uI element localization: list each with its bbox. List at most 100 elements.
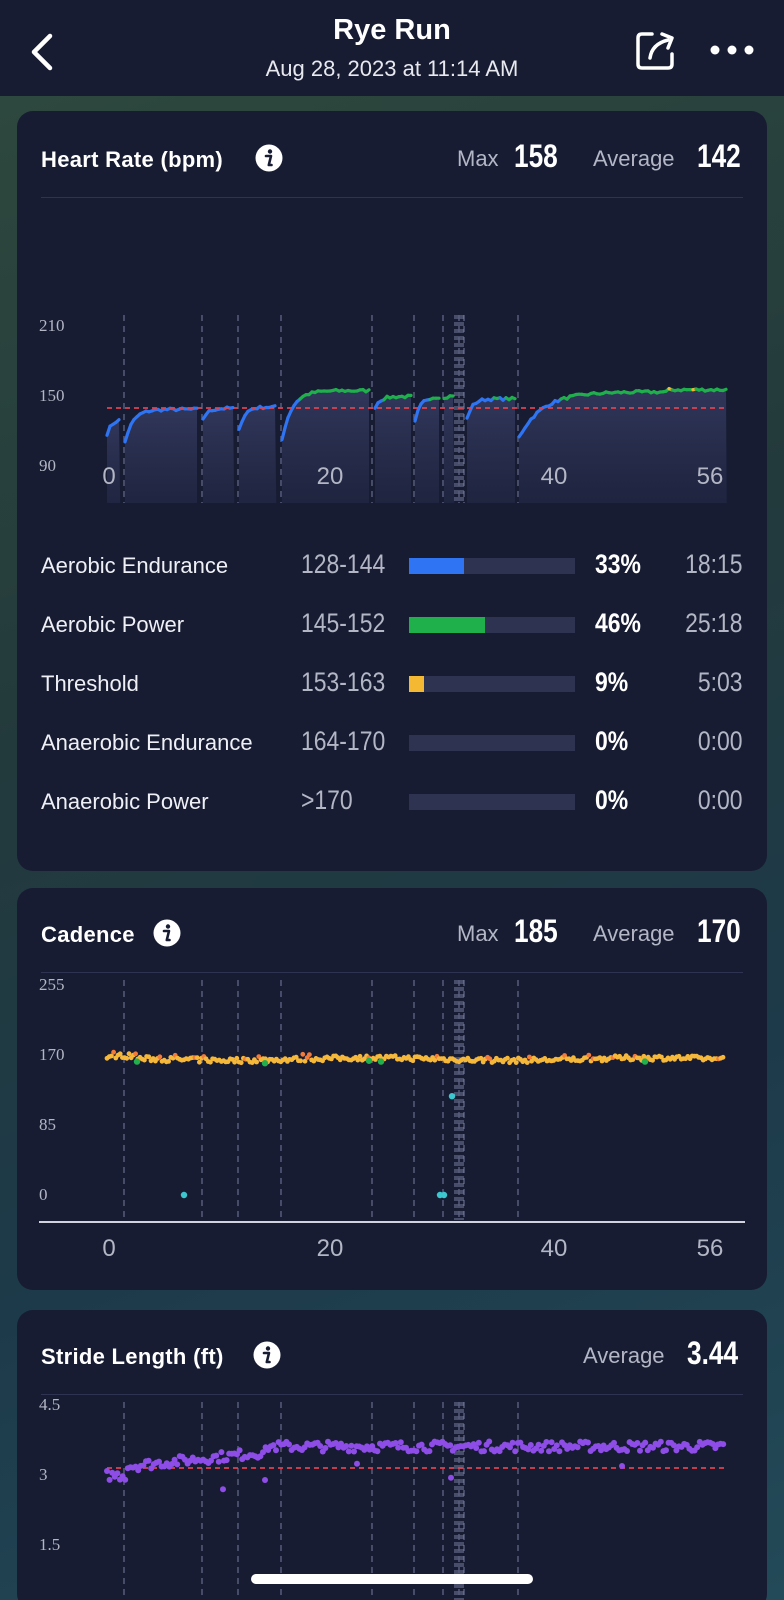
zone-bar-track (409, 794, 575, 810)
cadence-low-point (261, 1060, 269, 1067)
stride-point (392, 1440, 399, 1446)
cadence-outlier-point (448, 1092, 456, 1100)
hr-y-tick-90: 90 (39, 456, 56, 475)
cadence-point (254, 1059, 259, 1065)
cadence-point (117, 1051, 123, 1057)
hr-x-tick-56: 56 (697, 463, 724, 490)
stride-outlier-point (354, 1460, 360, 1467)
zone-time: 18:15 (685, 549, 743, 579)
cadence-point (392, 1053, 398, 1059)
stride-point (670, 1442, 677, 1449)
cadence-point (166, 1059, 172, 1064)
hr-area-segment (282, 389, 369, 503)
heart-rate-info-button[interactable] (255, 144, 283, 172)
zone-time: 5:03 (698, 667, 743, 697)
cadence-divider (41, 972, 743, 973)
stride-point (535, 1441, 542, 1448)
hr-line-segment (721, 387, 728, 393)
stride-divider (41, 1394, 743, 1395)
stride-point (273, 1447, 279, 1454)
stride-point (418, 1441, 425, 1448)
stride-point (585, 1439, 591, 1446)
cadence-x-tick-56: 56 (697, 1235, 724, 1262)
hr-line-segment (413, 408, 420, 423)
zone-name: Aerobic Power (41, 612, 185, 637)
stride-point (174, 1461, 181, 1468)
back-button[interactable] (22, 22, 66, 78)
stride-point (543, 1439, 550, 1445)
cadence-title: Cadence (41, 922, 135, 947)
stride-point (322, 1445, 329, 1451)
hr-area-segment (107, 419, 121, 503)
cadence-outlier-point (440, 1191, 448, 1199)
more-options-button[interactable] (706, 30, 758, 70)
cadence-x-tick-0: 0 (102, 1235, 115, 1262)
stride-point (397, 1439, 404, 1446)
cadence-chart: 255 170 85 0 0 20 40 56 (39, 975, 745, 1262)
stride-point (538, 1447, 545, 1454)
stride-point (374, 1448, 381, 1455)
stride-outlier-point (262, 1477, 268, 1483)
stride-point (517, 1439, 524, 1446)
cadence-point (234, 1055, 240, 1061)
nav-header: Rye Run Aug 28, 2023 at 11:14 AM (0, 0, 784, 96)
cadence-point (232, 1059, 238, 1065)
cadence-point (586, 1052, 592, 1058)
stride-point (694, 1444, 701, 1451)
cadence-point (133, 1051, 138, 1057)
zone-range: 153-163 (301, 667, 386, 697)
stride-point (546, 1448, 552, 1455)
cadence-point (524, 1060, 530, 1065)
page-title: Rye Run (333, 14, 451, 46)
cadence-point (410, 1058, 416, 1064)
share-button[interactable] (632, 26, 680, 74)
stride-point (286, 1441, 292, 1448)
cadence-point (146, 1054, 152, 1060)
chevron-left-icon (31, 33, 53, 71)
heart-rate-card: Heart Rate (bpm) Max 158 Average 142 210… (17, 111, 767, 871)
stride-point (114, 1470, 121, 1477)
cadence-low-point (641, 1058, 649, 1065)
zone-time: 0:00 (698, 726, 743, 756)
stride-info-button[interactable] (253, 1341, 281, 1369)
hr-max-value: 158 (514, 138, 558, 174)
cadence-point (527, 1054, 532, 1060)
hr-area-segment (467, 397, 515, 503)
stride-average-value: 3.44 (687, 1335, 739, 1371)
zone-bar-track (409, 735, 575, 751)
cadence-y-tick-0: 0 (39, 1185, 48, 1204)
stride-point (720, 1441, 727, 1448)
hr-max-label: Max (457, 146, 499, 171)
stride-point (218, 1449, 225, 1456)
hr-average-label: Average (593, 146, 675, 171)
info-icon (153, 919, 181, 947)
info-icon (253, 1341, 281, 1369)
zone-bar-fill (409, 558, 464, 574)
stride-y-tick-1-5: 1.5 (39, 1535, 60, 1554)
stride-point (122, 1476, 129, 1483)
hr-line-segment (510, 395, 517, 401)
home-indicator[interactable] (251, 1574, 533, 1584)
zone-percent: 33% (595, 549, 641, 579)
hr-x-tick-20: 20 (317, 463, 344, 490)
stride-point (473, 1445, 480, 1451)
cadence-max-label: Max (457, 921, 499, 946)
cadence-point (307, 1052, 312, 1057)
zone-percent: 0% (595, 785, 629, 815)
stride-title: Stride Length (ft) (41, 1344, 224, 1369)
stride-length-chart: 4.5 3 1.5 (39, 1395, 727, 1600)
hr-line-segment (123, 430, 130, 444)
cadence-x-tick-40: 40 (541, 1235, 568, 1262)
stride-length-card: Stride Length (ft) Average 3.44 4.5 3 1.… (17, 1310, 767, 1600)
cadence-low-point (377, 1058, 385, 1065)
ellipsis-icon (710, 45, 754, 55)
cadence-point (597, 1055, 603, 1060)
stride-point (343, 1443, 350, 1449)
cadence-info-button[interactable] (153, 919, 181, 947)
hr-average-value: 142 (697, 138, 741, 174)
stride-point (348, 1442, 355, 1449)
cadence-outlier-point (180, 1191, 188, 1199)
cadence-low-point (133, 1058, 141, 1065)
stride-point (637, 1447, 643, 1454)
stride-point (525, 1446, 532, 1453)
